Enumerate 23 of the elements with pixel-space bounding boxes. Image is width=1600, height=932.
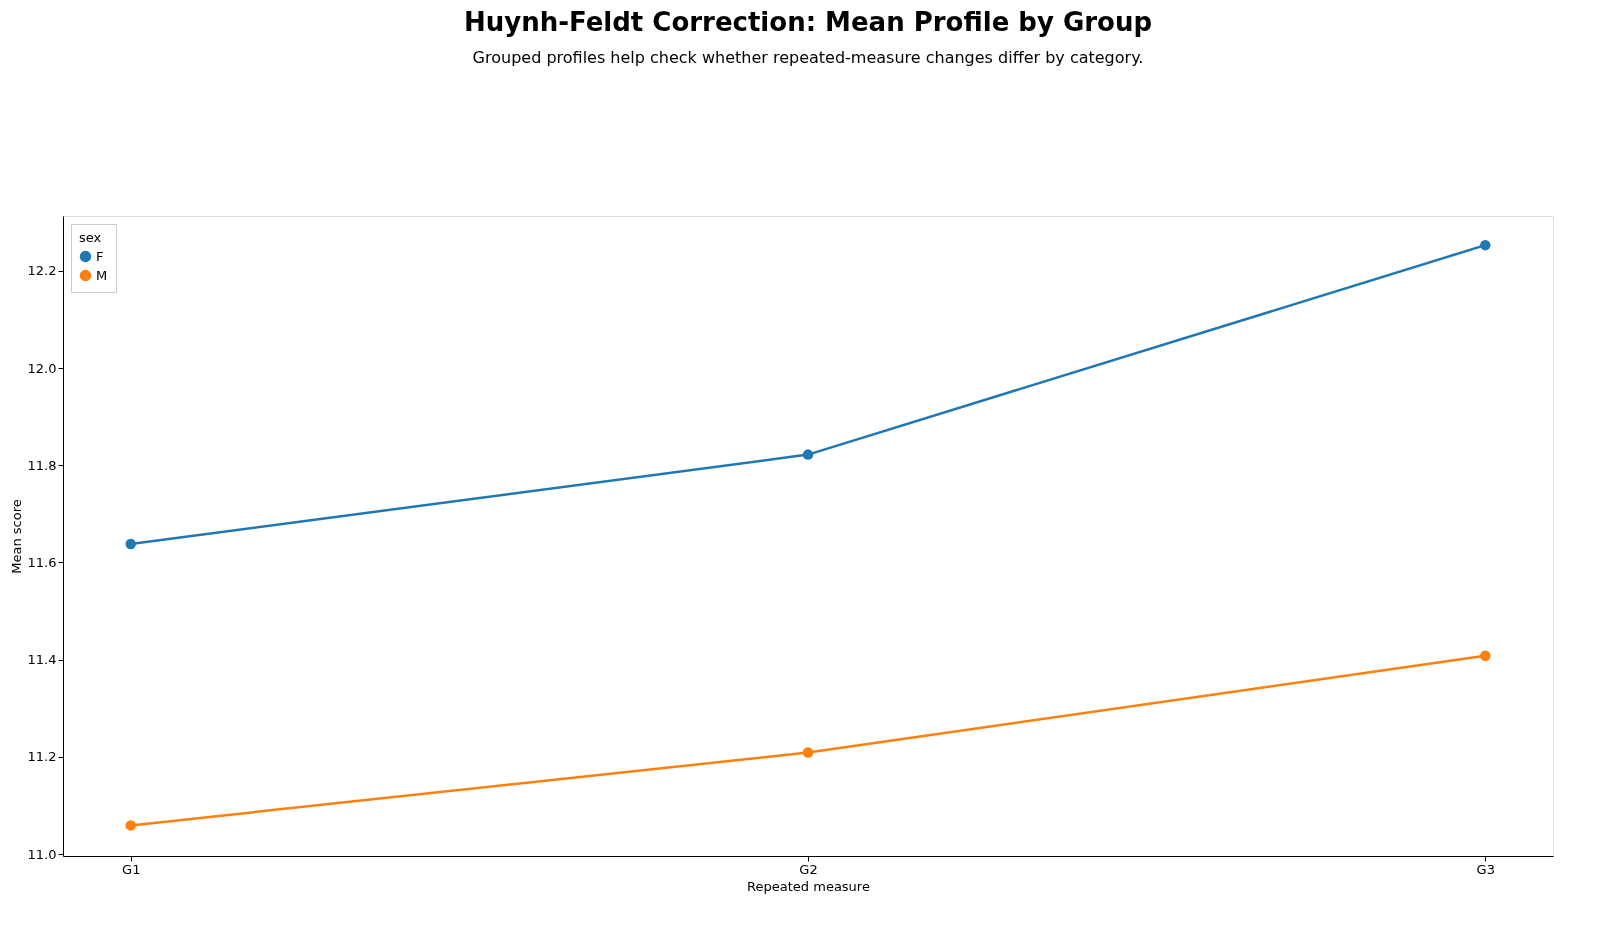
point	[802, 747, 814, 758]
x-tick-label: G2	[799, 861, 818, 877]
x-tick-label: G1	[122, 861, 141, 877]
x-axis-title: Repeated measure	[747, 878, 870, 894]
y-tick-label: 11.0	[27, 846, 57, 862]
y-tick-label: 11.2	[27, 749, 57, 765]
y-tick-label: 12.0	[27, 360, 57, 376]
chart-title: Huynh-Feldt Correction: Mean Profile by Group	[463, 7, 1153, 37]
legend-title: sex	[79, 230, 102, 245]
point	[1480, 650, 1491, 662]
y-tick-label: 11.6	[27, 554, 57, 570]
y-tick-label: 11.4	[27, 652, 57, 668]
point	[125, 820, 136, 831]
legend-label: F	[96, 248, 104, 264]
legend-label: M	[96, 267, 108, 283]
point	[802, 449, 814, 460]
point	[125, 538, 136, 550]
y-axis-title: Mean score	[8, 499, 24, 574]
point	[1480, 239, 1491, 251]
x-tick-label: G3	[1476, 861, 1495, 877]
y-tick-label: 11.8	[27, 457, 57, 473]
y-tick-label: 12.2	[27, 263, 57, 279]
chart-subtitle: Grouped profiles help check whether repeated-measure changes differ by category.	[472, 48, 1144, 67]
